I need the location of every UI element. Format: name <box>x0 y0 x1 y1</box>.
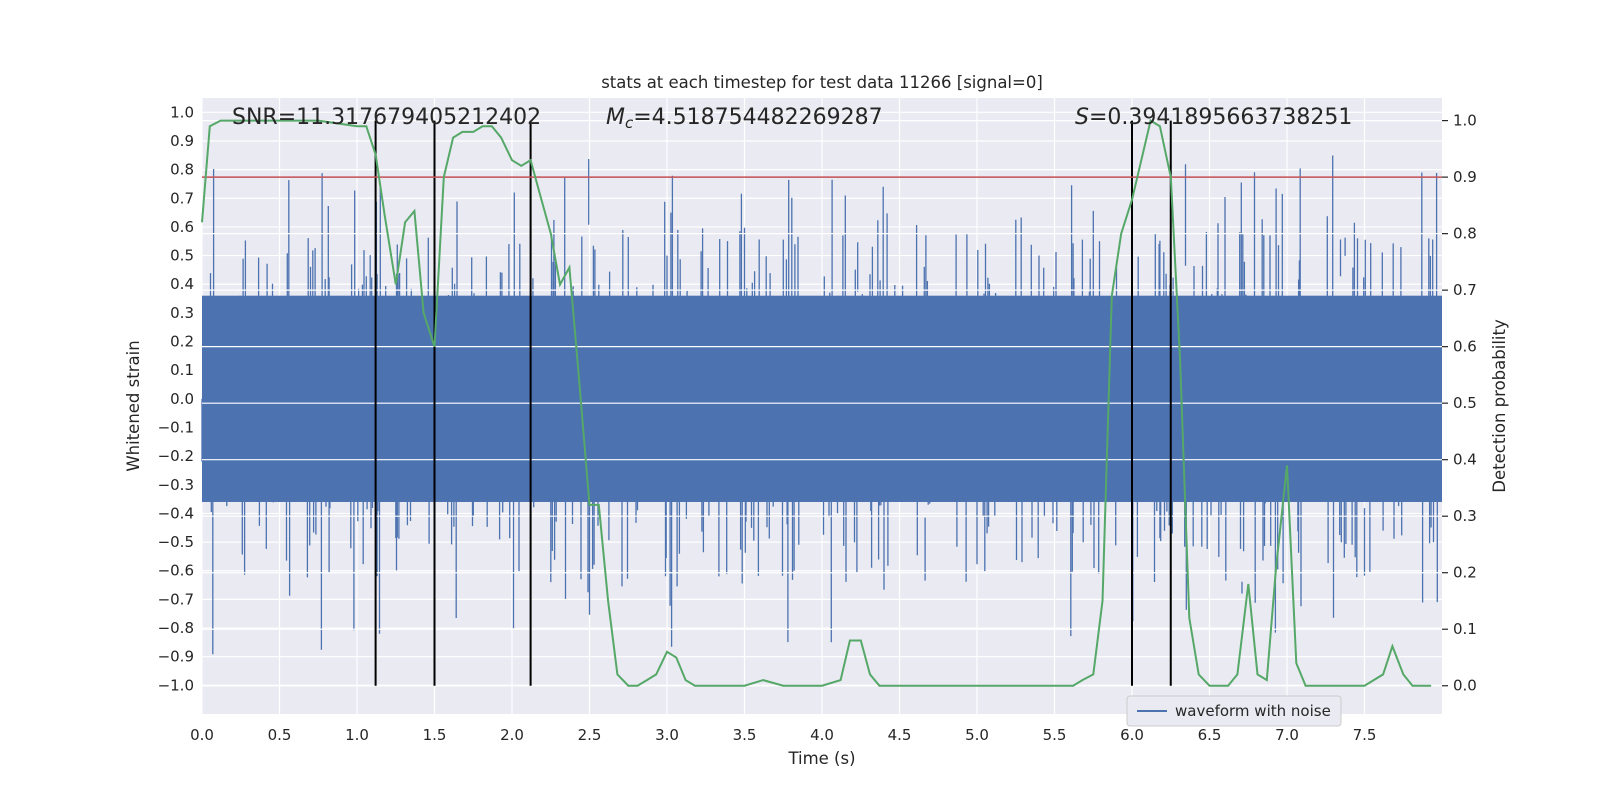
left-y-axis-label: Whitened strain <box>124 340 143 471</box>
s-symbol: S <box>1075 105 1089 130</box>
x-tick-label: 2.0 <box>500 726 524 744</box>
right-y-tick-label: 0.0 <box>1453 677 1477 695</box>
detection-probability-line <box>201 119 1432 687</box>
x-tick-label: 6.0 <box>1120 726 1144 744</box>
x-tick-label: 5.0 <box>965 726 989 744</box>
left-y-axis-ticks: 1.0 0.9 0.8 0.7 0.6 0.5 0.4 0.3 0.2 0.1 0.0 −0.1 −0.… <box>158 103 194 694</box>
left-y-tick-label: 0.0 <box>170 390 194 408</box>
chirp-mass-value: =4.518754482269287 <box>633 105 882 130</box>
chirp-mass-symbol: M <box>606 105 625 130</box>
x-axis-label: Time (s) <box>787 749 855 768</box>
left-y-tick-label: 0.6 <box>170 218 194 236</box>
left-y-tick-label: 0.3 <box>170 304 194 322</box>
s-annotation: S=0.3941895663738251 <box>1075 105 1352 130</box>
left-y-tick-label: 0.5 <box>170 247 194 265</box>
right-y-tick-label: 0.6 <box>1453 338 1477 356</box>
x-axis-ticks: 0.0 0.5 1.0 1.5 2.0 2.5 3.0 3.5 4.0 4.5 5.0 5.5 6.0 6… <box>190 726 1376 744</box>
x-tick-label: 7.5 <box>1353 726 1377 744</box>
left-y-tick-label: 0.7 <box>170 189 194 207</box>
snr-annotation: SNR=11.317679405212402 <box>232 105 541 130</box>
left-y-tick-label: −0.7 <box>158 590 194 608</box>
left-y-tick-label: −0.5 <box>158 533 194 551</box>
left-y-tick-label: 0.4 <box>170 275 194 293</box>
chirp-mass-annotation: Mc=4.518754482269287 <box>606 105 883 132</box>
right-y-tick-label: 0.3 <box>1453 507 1477 525</box>
left-y-tick-label: −0.1 <box>158 418 194 436</box>
right-y-tick-label: 0.8 <box>1453 225 1477 243</box>
right-y-tick-label: 1.0 <box>1453 112 1477 130</box>
x-tick-label: 4.5 <box>888 726 912 744</box>
right-y-axis-ticks: 1.0 0.9 0.8 0.7 0.6 0.5 0.4 0.3 0.2 0.1 0.0 <box>1442 112 1477 695</box>
left-y-tick-label: −0.4 <box>158 504 194 522</box>
right-y-tick-label: 0.2 <box>1453 564 1477 582</box>
x-tick-label: 2.5 <box>578 726 602 744</box>
waveform-series <box>201 152 1442 655</box>
x-tick-label: 4.0 <box>810 726 834 744</box>
left-y-tick-label: −0.2 <box>158 447 194 465</box>
left-y-tick-label: −0.3 <box>158 476 194 494</box>
left-y-tick-label: 0.1 <box>170 361 194 379</box>
right-y-tick-label: 0.1 <box>1453 620 1477 638</box>
left-y-tick-label: −0.6 <box>158 562 194 580</box>
chart-title: stats at each timestep for test data 112… <box>601 73 1043 92</box>
right-y-tick-label: 0.4 <box>1453 451 1477 469</box>
left-y-tick-label: 0.8 <box>170 161 194 179</box>
x-tick-label: 1.0 <box>345 726 369 744</box>
x-tick-label: 3.5 <box>733 726 757 744</box>
s-value: =0.3941895663738251 <box>1089 105 1352 130</box>
x-tick-label: 7.0 <box>1275 726 1299 744</box>
left-y-tick-label: 0.9 <box>170 132 194 150</box>
x-tick-label: 6.5 <box>1198 726 1222 744</box>
x-tick-label: 1.5 <box>423 726 447 744</box>
right-y-tick-label: 0.5 <box>1453 394 1477 412</box>
right-y-tick-label: 0.7 <box>1453 281 1477 299</box>
left-y-tick-label: −0.9 <box>158 648 194 666</box>
left-y-tick-label: −1.0 <box>158 676 194 694</box>
x-tick-label: 3.0 <box>655 726 679 744</box>
detection-markers <box>374 120 1172 686</box>
left-y-tick-label: −0.8 <box>158 619 194 637</box>
x-tick-label: 0.0 <box>190 726 214 744</box>
x-tick-label: 0.5 <box>268 726 292 744</box>
legend: waveform with noise <box>1126 695 1342 727</box>
left-y-tick-label: 1.0 <box>170 103 194 121</box>
legend-box <box>1126 695 1342 727</box>
chirp-mass-subscript: c <box>625 114 634 132</box>
right-y-axis-label: Detection probability <box>1490 319 1509 493</box>
right-y-tick-label: 0.9 <box>1453 168 1477 186</box>
left-y-tick-label: 0.2 <box>170 333 194 351</box>
legend-label: waveform with noise <box>1175 702 1331 720</box>
x-tick-label: 5.5 <box>1043 726 1067 744</box>
waveform-core-band <box>202 295 1442 502</box>
